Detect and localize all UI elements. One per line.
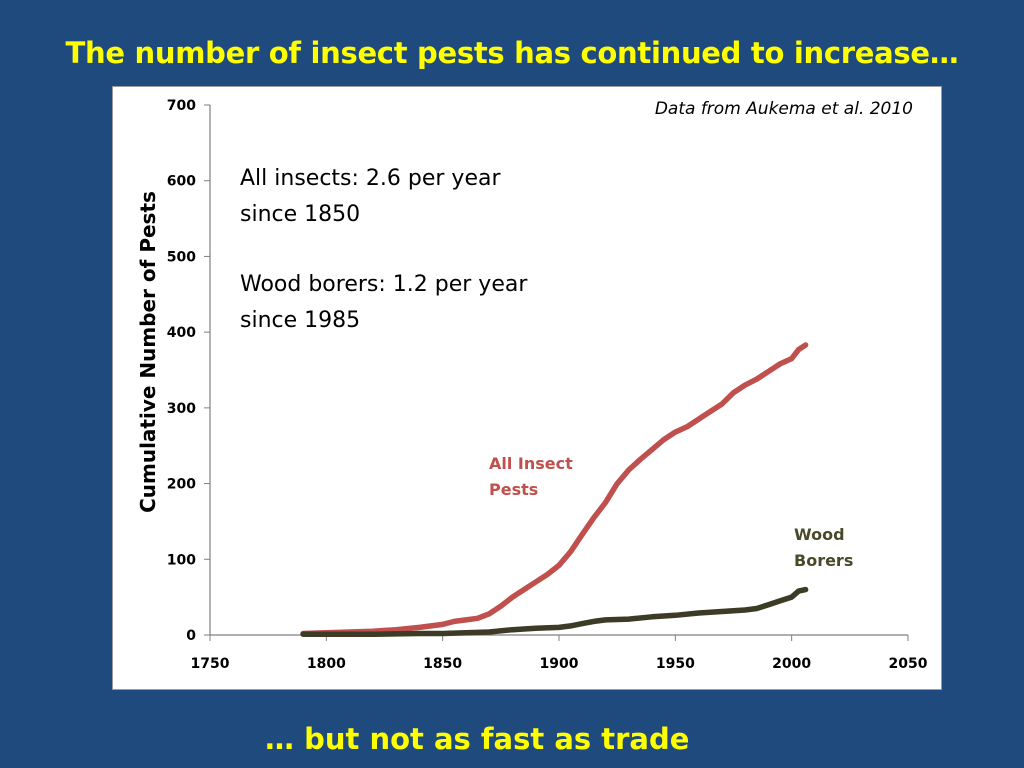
series-line-all-insect-pests (300, 342, 809, 637)
series-label-all-insects-line2: Pests (489, 480, 538, 499)
y-tick-label: 0 (186, 628, 196, 644)
y-tick-label: 600 (167, 174, 196, 190)
x-tick-label: 2000 (772, 656, 811, 672)
chart-panel: 0 100 200 300 400 500 600 700 1750 1800 1850 1900 19… (112, 86, 942, 690)
note-all-insects-line1: All insects: 2.6 per year (240, 166, 501, 191)
x-tick-label: 1900 (540, 656, 579, 672)
y-tick-label: 700 (167, 98, 196, 114)
series-line-wood-borers (300, 586, 809, 637)
series-label-all-insects-line1: All Insect (489, 454, 573, 473)
y-tick-label: 500 (167, 249, 196, 265)
note-all-insects-line2: since 1850 (240, 202, 360, 227)
x-tick-label: 1800 (307, 656, 346, 672)
line-chart: 0 100 200 300 400 500 600 700 1750 1800 1850 1900 19… (136, 98, 928, 672)
series-label-wood-borers-line2: Borers (794, 551, 853, 570)
slide-title: The number of insect pests has continued… (65, 36, 959, 70)
note-wood-borers-line1: Wood borers: 1.2 per year (240, 272, 528, 297)
x-tick-label: 1750 (191, 656, 230, 672)
source-annotation: Data from Aukema et al. 2010 (655, 99, 913, 119)
y-tick-label: 300 (167, 401, 196, 417)
y-tick-label: 400 (167, 325, 196, 341)
y-axis-label: Cumulative Number of Pests (136, 191, 160, 513)
slide-footer: … but not as fast as trade (265, 722, 690, 756)
x-tick-label: 1850 (423, 656, 462, 672)
y-tick-label: 100 (167, 552, 196, 568)
chart-lines (300, 342, 809, 637)
series-label-wood-borers-line1: Wood (794, 525, 845, 544)
note-wood-borers-line2: since 1985 (240, 308, 360, 333)
x-tick-label: 1950 (656, 656, 695, 672)
y-tick-label: 200 (167, 477, 196, 493)
chart-axes: 0 100 200 300 400 500 600 700 1750 1800 1850 1900 19… (167, 98, 928, 672)
x-tick-label: 2050 (889, 656, 928, 672)
